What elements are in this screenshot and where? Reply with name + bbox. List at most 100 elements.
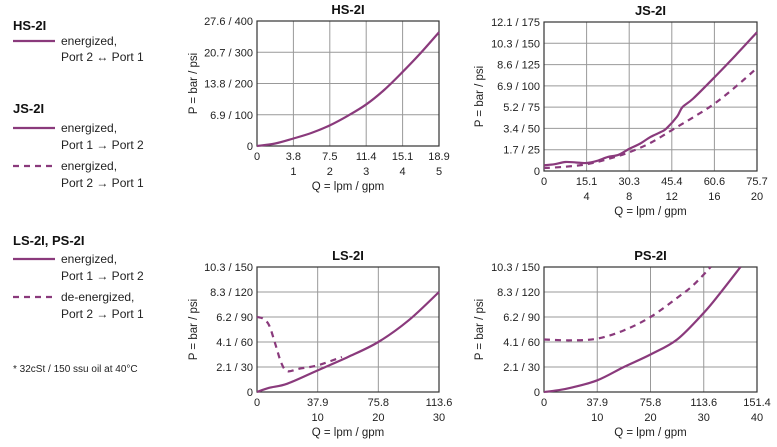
series-line-solid — [543, 266, 742, 394]
series-line-solid — [256, 31, 440, 148]
legend-entry-line1: de-energized, — [61, 290, 134, 304]
y-tick-label: 8.3 / 120 — [210, 287, 253, 299]
series-line-dashed — [543, 67, 758, 170]
chart-ps-2i: PS-2I 0 2.1 / 30 4.1 / 60 6.2 / 90 8.3 / 120 1… — [474, 248, 771, 439]
series-line-dashed — [256, 315, 343, 373]
x-tick-label-gpm: 12 — [666, 191, 678, 203]
x-tick-label-gpm: 4 — [584, 191, 590, 203]
legend-title-ls-ps: LS-2I, PS-2I — [13, 233, 85, 248]
plot-frame — [256, 20, 440, 147]
legend-entry-line2: Port 2 ↔ Port 1 — [61, 50, 144, 64]
x-tick-label-lpm: 75.8 — [368, 397, 389, 409]
x-tick-label-gpm: 2 — [327, 166, 333, 178]
x-tick-label-lpm: 7.5 — [322, 151, 337, 163]
chart-hs-2i: HS-2I 0 6.9 / 100 13.8 / 200 20.7 / 300 27.6 … — [188, 2, 450, 193]
y-tick-label: 4.1 / 60 — [216, 337, 253, 349]
y-tick-label: 2.1 / 30 — [216, 362, 253, 374]
x-axis-label: Q = lpm / gpm — [312, 181, 385, 193]
legend-title-hs: HS-2I — [13, 18, 46, 33]
y-tick-label: 0 — [247, 387, 253, 399]
x-tick-label-gpm: 40 — [751, 412, 763, 424]
x-tick-label-lpm: 37.9 — [587, 397, 608, 409]
legend: HS-2I energized, Port 2 ↔ Port 1 JS-2I e… — [13, 18, 144, 375]
y-tick-label: 0 — [534, 166, 540, 178]
legend-entry-line2: Port 1 → Port 2 — [61, 138, 144, 152]
x-tick-label-lpm: 37.9 — [307, 397, 328, 409]
y-tick-label: 8.6 / 125 — [497, 60, 540, 72]
x-tick-label-gpm: 30 — [698, 412, 710, 424]
y-tick-label: 3.4 / 50 — [503, 123, 540, 135]
x-tick-label-gpm: 20 — [644, 412, 656, 424]
x-tick-label-lpm: 15.1 — [576, 176, 597, 188]
x-tick-label-gpm: 30 — [433, 412, 445, 424]
x-tick-label-gpm: 10 — [312, 412, 324, 424]
x-tick-label-lpm: 0 — [254, 397, 260, 409]
x-tick-label-gpm: 20 — [751, 191, 763, 203]
x-tick-label-gpm: 10 — [591, 412, 603, 424]
x-tick-label-gpm: 16 — [708, 191, 720, 203]
plot-frame — [256, 266, 440, 393]
y-tick-label: 0 — [247, 141, 253, 153]
legend-title-js: JS-2I — [13, 101, 44, 116]
charts: HS-2I 0 6.9 / 100 13.8 / 200 20.7 / 300 27.6 … — [188, 2, 771, 439]
x-tick-label-lpm: 151.4 — [743, 397, 771, 409]
x-axis-label: Q = lpm / gpm — [614, 206, 687, 218]
x-tick-label-gpm: 4 — [400, 166, 406, 178]
x-tick-label-gpm: 8 — [626, 191, 632, 203]
y-tick-label: 8.3 / 120 — [497, 287, 540, 299]
x-tick-label-gpm: 1 — [290, 166, 296, 178]
y-tick-label: 0 — [534, 387, 540, 399]
chart-title: LS-2I — [332, 248, 364, 263]
legend-entry-line1: energized, — [61, 159, 117, 173]
legend-entry-line2: Port 2 → Port 1 — [61, 176, 144, 190]
x-tick-label-lpm: 113.6 — [690, 397, 717, 409]
x-tick-label-gpm: 5 — [436, 166, 442, 178]
y-tick-label: 10.3 / 150 — [491, 38, 540, 50]
x-tick-label-lpm: 0 — [254, 151, 260, 163]
x-tick-label-lpm: 0 — [541, 176, 547, 188]
y-tick-label: 6.9 / 100 — [497, 81, 540, 93]
y-axis-label: P = bar / psi — [474, 299, 486, 360]
x-tick-label-lpm: 30.3 — [618, 176, 639, 188]
y-tick-label: 1.7 / 25 — [503, 145, 540, 157]
legend-entry-line2: Port 1 → Port 2 — [61, 269, 144, 283]
x-axis-label: Q = lpm / gpm — [312, 427, 385, 439]
chart-title: JS-2I — [635, 3, 666, 18]
x-tick-label-lpm: 0 — [541, 397, 547, 409]
x-axis-label: Q = lpm / gpm — [614, 427, 687, 439]
x-tick-label-lpm: 75.8 — [640, 397, 661, 409]
legend-entry-line2: Port 2 → Port 1 — [61, 307, 144, 321]
series-line-solid — [256, 291, 440, 394]
y-tick-label: 27.6 / 400 — [204, 16, 253, 28]
x-tick-label-lpm: 11.4 — [356, 151, 377, 163]
y-tick-label: 6.2 / 90 — [503, 312, 540, 324]
y-axis-label: P = bar / psi — [474, 66, 486, 127]
x-tick-label-lpm: 18.9 — [428, 151, 449, 163]
x-tick-label-lpm: 3.8 — [286, 151, 301, 163]
legend-entry-line1: energized, — [61, 34, 117, 48]
y-tick-label: 12.1 / 175 — [491, 17, 540, 29]
y-tick-label: 2.1 / 30 — [503, 362, 540, 374]
y-tick-label: 10.3 / 150 — [204, 262, 253, 274]
series-line-dashed — [543, 266, 712, 342]
x-tick-label-gpm: 3 — [363, 166, 369, 178]
y-tick-label: 6.2 / 90 — [216, 312, 253, 324]
plot-frame — [543, 21, 758, 172]
y-tick-label: 20.7 / 300 — [204, 47, 253, 59]
x-tick-label-gpm: 20 — [372, 412, 384, 424]
y-tick-label: 5.2 / 75 — [503, 102, 540, 114]
series-line-solid — [543, 31, 758, 167]
y-tick-label: 4.1 / 60 — [503, 337, 540, 349]
chart-js-2i: JS-2I 0 1.7 / 25 3.4 / 50 5.2 / 75 6.9 / 100 8… — [474, 3, 768, 218]
y-axis-label: P = bar / psi — [188, 299, 200, 360]
y-axis-label: P = bar / psi — [188, 53, 200, 114]
legend-entry-line1: energized, — [61, 252, 117, 266]
chart-title: PS-2I — [634, 248, 667, 263]
x-tick-label-lpm: 113.6 — [426, 397, 453, 409]
x-tick-label-lpm: 15.1 — [392, 151, 413, 163]
y-tick-label: 6.9 / 100 — [210, 110, 253, 122]
plot-frame — [543, 266, 758, 393]
x-tick-label-lpm: 75.7 — [746, 176, 767, 188]
chart-title: HS-2I — [331, 2, 364, 17]
